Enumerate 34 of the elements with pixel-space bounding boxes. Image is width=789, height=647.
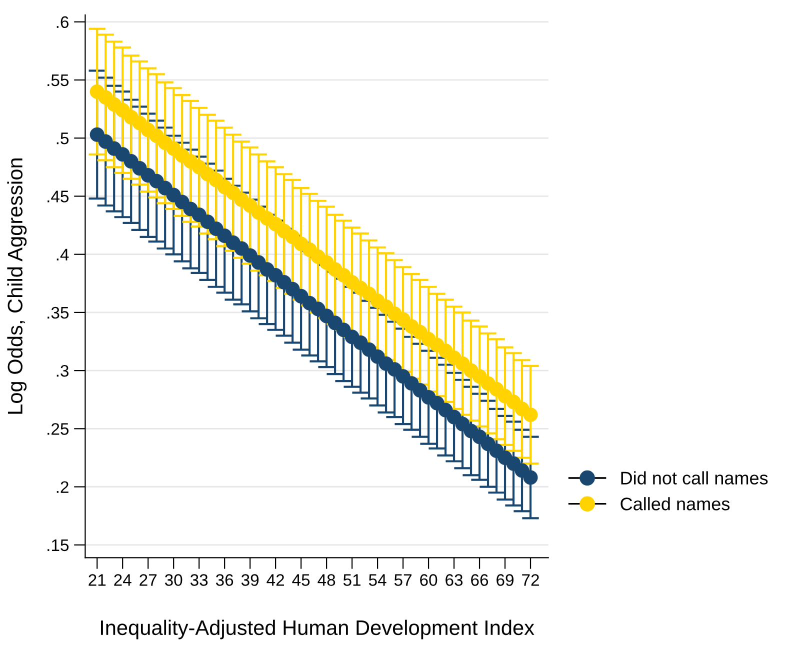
y-tick-label: .5 [56, 132, 69, 144]
point [523, 407, 538, 422]
x-tick-label: 57 [394, 574, 412, 586]
x-tick-label: 42 [266, 574, 284, 586]
x-tick-label: 39 [241, 574, 259, 586]
x-tick-label: 60 [420, 574, 438, 586]
x-tick-label: 24 [114, 574, 132, 586]
point [523, 470, 538, 485]
x-tick-label: 30 [164, 574, 182, 586]
x-tick-label: 66 [471, 574, 488, 586]
legend-label: Called names [620, 497, 730, 510]
y-tick-label: .35 [48, 306, 69, 319]
y-axis-title: Log Odds, Child Aggression [7, 158, 27, 414]
x-tick-label: 27 [140, 574, 157, 586]
y-tick-label: .3 [56, 364, 69, 377]
y-tick-label: .6 [56, 16, 69, 28]
x-tick-label: 69 [496, 574, 514, 586]
y-tick-label: .4 [56, 248, 69, 260]
x-tick-label: 51 [343, 574, 361, 586]
x-tick-label: 45 [292, 574, 310, 586]
x-tick-label: 21 [88, 574, 106, 586]
x-tick-label: 72 [522, 574, 539, 586]
y-tick-label: .15 [48, 540, 69, 552]
y-tick-label: .2 [56, 481, 68, 493]
y-tick-label: .45 [48, 190, 69, 202]
legend-label: Did not call names [621, 471, 768, 484]
x-tick-label: 48 [318, 574, 336, 586]
y-tick-label: .55 [48, 74, 69, 86]
x-tick-label: 36 [216, 574, 234, 586]
x-tick-label: 63 [446, 574, 463, 586]
x-axis-title: Inequality-Adjusted Human Development Index [101, 620, 534, 640]
x-tick-label: 54 [368, 574, 386, 586]
x-tick-label: 33 [190, 574, 208, 586]
y-tick-label: .25 [48, 423, 69, 435]
